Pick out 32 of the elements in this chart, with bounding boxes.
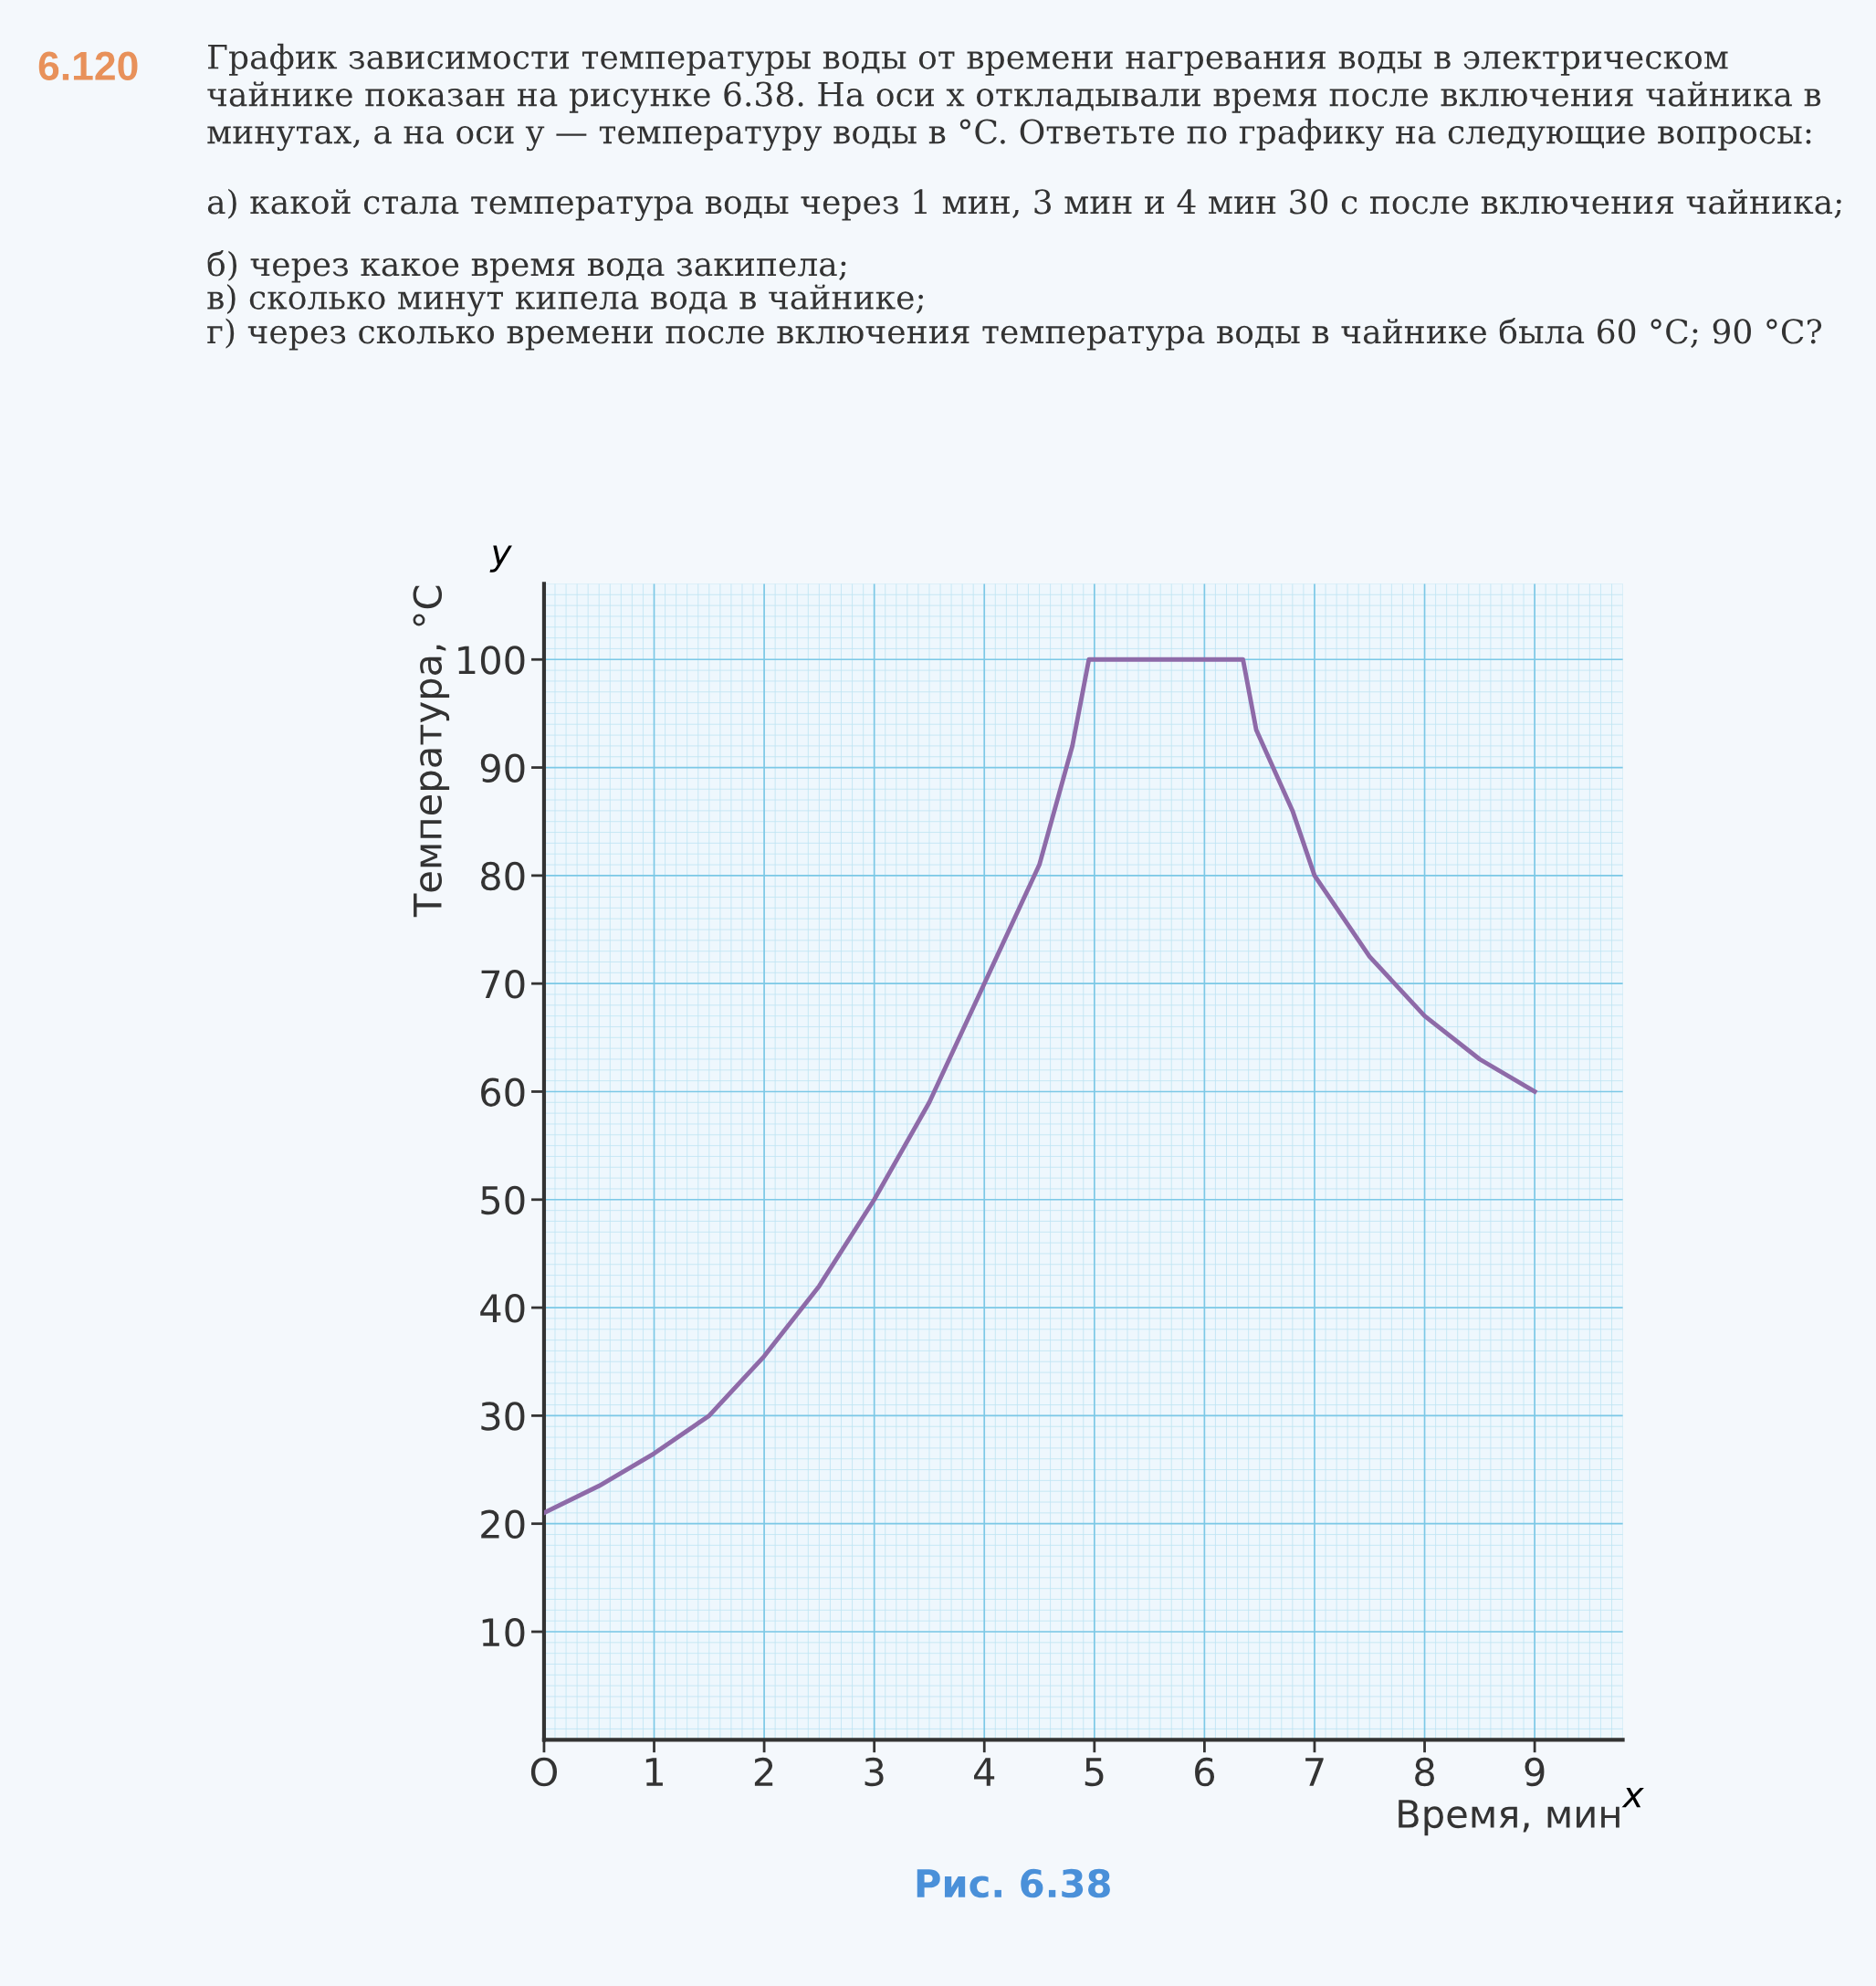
y-axis-title: Температура, °C xyxy=(413,585,450,918)
x-tick-label: 4 xyxy=(974,1758,995,1786)
x-tick-label: 5 xyxy=(1085,1758,1104,1787)
x-tick-label: 7 xyxy=(1305,1758,1324,1786)
text: б) через какое время вода закипела; xyxy=(207,250,846,283)
y-tick-label: 80 xyxy=(481,861,525,891)
text: Рис. 6.38 xyxy=(917,1868,1110,1898)
y-tick-label: 60 xyxy=(481,1077,525,1107)
line-series xyxy=(543,657,1537,1516)
text: в) сколько минут кипела вода в чайнике; xyxy=(207,284,924,317)
y-tick-label: 20 xyxy=(481,1509,525,1539)
y-tick-label: 70 xyxy=(481,970,525,999)
text: 6.120 xyxy=(38,51,138,81)
text: y xyxy=(489,545,512,573)
y-tick-label: 10 xyxy=(482,1617,525,1647)
text: График зависимости температуры воды от времени нагревания воды в электрическом чайнике показан на рисунке 6.38. На оси x откладывали время после включения чайника в минутах, а на оси y — температуру воды в °C. Ответьте по графику на следующие вопросы: xyxy=(207,43,1821,152)
y-tick-label: 30 xyxy=(481,1402,525,1431)
y-tick-label: 90 xyxy=(480,753,525,783)
x-tick-label: 9 xyxy=(1525,1757,1545,1787)
x-tick-label: 1 xyxy=(645,1758,663,1786)
y-tick-label: 40 xyxy=(480,1293,525,1323)
y-tick-label: 50 xyxy=(481,1185,525,1215)
text: а) какой стала температура воды через 1 мин, 3 мин и 4 мин 30 с после включения чайника; xyxy=(207,188,1841,222)
x-tick-label: 8 xyxy=(1415,1757,1434,1787)
text: г) через сколько времени после включения температура воды в чайнике была 60 °C; 90 °C? xyxy=(207,318,1822,352)
x-tick-label: 2 xyxy=(754,1757,773,1786)
x-tick-label: 6 xyxy=(1195,1757,1215,1787)
y-tick-label: 100 xyxy=(458,646,525,675)
x-axis-title: Время, мин xyxy=(1399,1800,1619,1836)
x-tick-label: O xyxy=(530,1757,558,1787)
x-tick-label: 3 xyxy=(865,1757,884,1787)
text: x xyxy=(1621,1787,1644,1808)
